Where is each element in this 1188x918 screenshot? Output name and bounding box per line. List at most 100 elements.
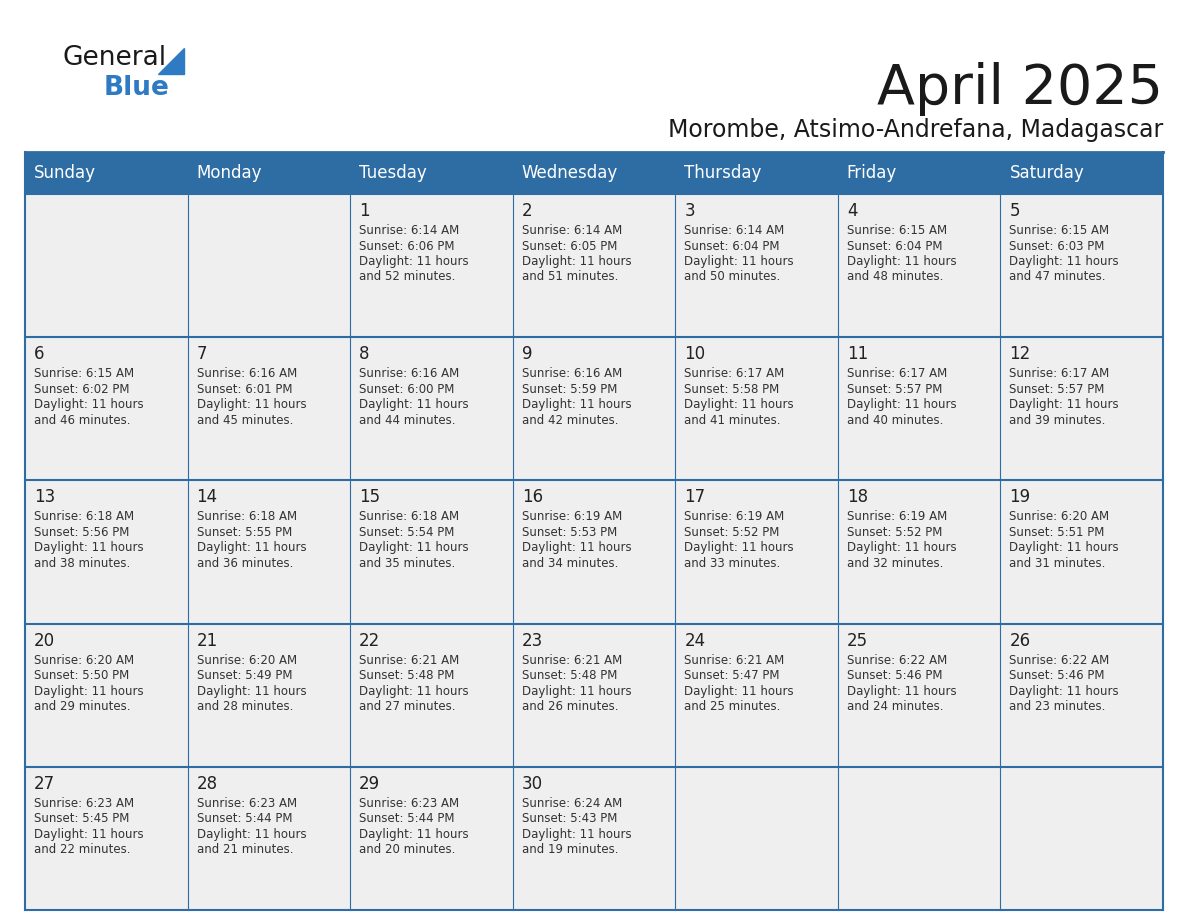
Text: 11: 11 — [847, 345, 868, 364]
Text: Daylight: 11 hours: Daylight: 11 hours — [522, 828, 631, 841]
Text: 20: 20 — [34, 632, 55, 650]
Text: Daylight: 11 hours: Daylight: 11 hours — [196, 685, 307, 698]
Text: 1: 1 — [359, 202, 369, 220]
Bar — [1000, 623, 1163, 767]
Text: Sunrise: 6:20 AM: Sunrise: 6:20 AM — [1010, 510, 1110, 523]
Bar — [188, 194, 350, 337]
Bar — [1000, 337, 1163, 480]
Text: Daylight: 11 hours: Daylight: 11 hours — [847, 542, 956, 554]
Text: Sunset: 6:06 PM: Sunset: 6:06 PM — [359, 240, 455, 252]
Text: 10: 10 — [684, 345, 706, 364]
Bar — [675, 152, 838, 194]
Text: Sunset: 5:49 PM: Sunset: 5:49 PM — [196, 669, 292, 682]
Text: Sunrise: 6:21 AM: Sunrise: 6:21 AM — [359, 654, 460, 666]
Text: Sunset: 5:44 PM: Sunset: 5:44 PM — [359, 812, 455, 825]
Text: 21: 21 — [196, 632, 217, 650]
Text: Daylight: 11 hours: Daylight: 11 hours — [359, 398, 469, 411]
Text: Sunrise: 6:15 AM: Sunrise: 6:15 AM — [34, 367, 134, 380]
Text: and 24 minutes.: and 24 minutes. — [847, 700, 943, 713]
Text: Sunrise: 6:14 AM: Sunrise: 6:14 AM — [359, 224, 460, 237]
Text: 26: 26 — [1010, 632, 1030, 650]
Text: 16: 16 — [522, 488, 543, 507]
Text: Sunset: 5:57 PM: Sunset: 5:57 PM — [1010, 383, 1105, 396]
Text: Sunset: 5:45 PM: Sunset: 5:45 PM — [34, 812, 129, 825]
Text: Sunday: Sunday — [34, 164, 96, 182]
Text: and 27 minutes.: and 27 minutes. — [359, 700, 456, 713]
Text: Daylight: 11 hours: Daylight: 11 hours — [34, 828, 144, 841]
Text: and 31 minutes.: and 31 minutes. — [1010, 557, 1106, 570]
Text: and 46 minutes.: and 46 minutes. — [34, 414, 131, 427]
Text: Daylight: 11 hours: Daylight: 11 hours — [1010, 542, 1119, 554]
Text: Sunset: 6:03 PM: Sunset: 6:03 PM — [1010, 240, 1105, 252]
Text: Sunset: 5:48 PM: Sunset: 5:48 PM — [359, 669, 455, 682]
Bar — [350, 194, 513, 337]
Text: Sunrise: 6:18 AM: Sunrise: 6:18 AM — [359, 510, 460, 523]
Text: Sunrise: 6:22 AM: Sunrise: 6:22 AM — [847, 654, 947, 666]
Bar — [513, 623, 675, 767]
Text: 18: 18 — [847, 488, 868, 507]
Bar — [513, 767, 675, 910]
Text: Daylight: 11 hours: Daylight: 11 hours — [684, 255, 794, 268]
Text: Sunrise: 6:21 AM: Sunrise: 6:21 AM — [684, 654, 784, 666]
Text: and 29 minutes.: and 29 minutes. — [34, 700, 131, 713]
Text: Daylight: 11 hours: Daylight: 11 hours — [1010, 398, 1119, 411]
Text: 3: 3 — [684, 202, 695, 220]
Text: 19: 19 — [1010, 488, 1030, 507]
Text: and 33 minutes.: and 33 minutes. — [684, 557, 781, 570]
Text: Morombe, Atsimo-Andrefana, Madagascar: Morombe, Atsimo-Andrefana, Madagascar — [668, 118, 1163, 142]
Text: 9: 9 — [522, 345, 532, 364]
Bar — [675, 623, 838, 767]
Bar — [838, 152, 1000, 194]
Text: Wednesday: Wednesday — [522, 164, 618, 182]
Text: General: General — [62, 45, 166, 71]
Bar — [350, 767, 513, 910]
Text: and 22 minutes.: and 22 minutes. — [34, 844, 131, 856]
Bar — [25, 767, 188, 910]
Text: Daylight: 11 hours: Daylight: 11 hours — [359, 255, 469, 268]
Text: Daylight: 11 hours: Daylight: 11 hours — [684, 685, 794, 698]
Text: Sunset: 6:01 PM: Sunset: 6:01 PM — [196, 383, 292, 396]
Bar — [188, 623, 350, 767]
Text: Daylight: 11 hours: Daylight: 11 hours — [1010, 685, 1119, 698]
Text: Sunset: 5:46 PM: Sunset: 5:46 PM — [847, 669, 942, 682]
Bar — [675, 767, 838, 910]
Bar — [1000, 767, 1163, 910]
Bar — [675, 480, 838, 623]
Text: Daylight: 11 hours: Daylight: 11 hours — [196, 828, 307, 841]
Text: Sunset: 6:04 PM: Sunset: 6:04 PM — [847, 240, 942, 252]
Bar — [838, 480, 1000, 623]
Text: 4: 4 — [847, 202, 858, 220]
Text: and 48 minutes.: and 48 minutes. — [847, 271, 943, 284]
Bar — [838, 767, 1000, 910]
Text: 27: 27 — [34, 775, 55, 793]
Text: Daylight: 11 hours: Daylight: 11 hours — [522, 255, 631, 268]
Text: and 21 minutes.: and 21 minutes. — [196, 844, 293, 856]
Text: and 41 minutes.: and 41 minutes. — [684, 414, 781, 427]
Bar — [350, 152, 513, 194]
Bar — [1000, 480, 1163, 623]
Text: and 34 minutes.: and 34 minutes. — [522, 557, 618, 570]
Text: 6: 6 — [34, 345, 44, 364]
Text: Sunset: 5:52 PM: Sunset: 5:52 PM — [847, 526, 942, 539]
Text: 25: 25 — [847, 632, 868, 650]
Text: Daylight: 11 hours: Daylight: 11 hours — [34, 685, 144, 698]
Bar — [350, 337, 513, 480]
Text: and 25 minutes.: and 25 minutes. — [684, 700, 781, 713]
Bar — [513, 337, 675, 480]
Text: Sunset: 5:44 PM: Sunset: 5:44 PM — [196, 812, 292, 825]
Text: Saturday: Saturday — [1010, 164, 1085, 182]
Text: and 51 minutes.: and 51 minutes. — [522, 271, 618, 284]
Text: Sunrise: 6:22 AM: Sunrise: 6:22 AM — [1010, 654, 1110, 666]
Text: Sunset: 5:56 PM: Sunset: 5:56 PM — [34, 526, 129, 539]
Text: Sunset: 6:04 PM: Sunset: 6:04 PM — [684, 240, 779, 252]
Bar — [25, 337, 188, 480]
Text: Sunrise: 6:23 AM: Sunrise: 6:23 AM — [34, 797, 134, 810]
Bar — [675, 337, 838, 480]
Bar — [188, 767, 350, 910]
Text: Sunset: 6:02 PM: Sunset: 6:02 PM — [34, 383, 129, 396]
Text: Sunrise: 6:23 AM: Sunrise: 6:23 AM — [196, 797, 297, 810]
Text: 7: 7 — [196, 345, 207, 364]
Text: and 47 minutes.: and 47 minutes. — [1010, 271, 1106, 284]
Text: Thursday: Thursday — [684, 164, 762, 182]
Text: Daylight: 11 hours: Daylight: 11 hours — [684, 398, 794, 411]
